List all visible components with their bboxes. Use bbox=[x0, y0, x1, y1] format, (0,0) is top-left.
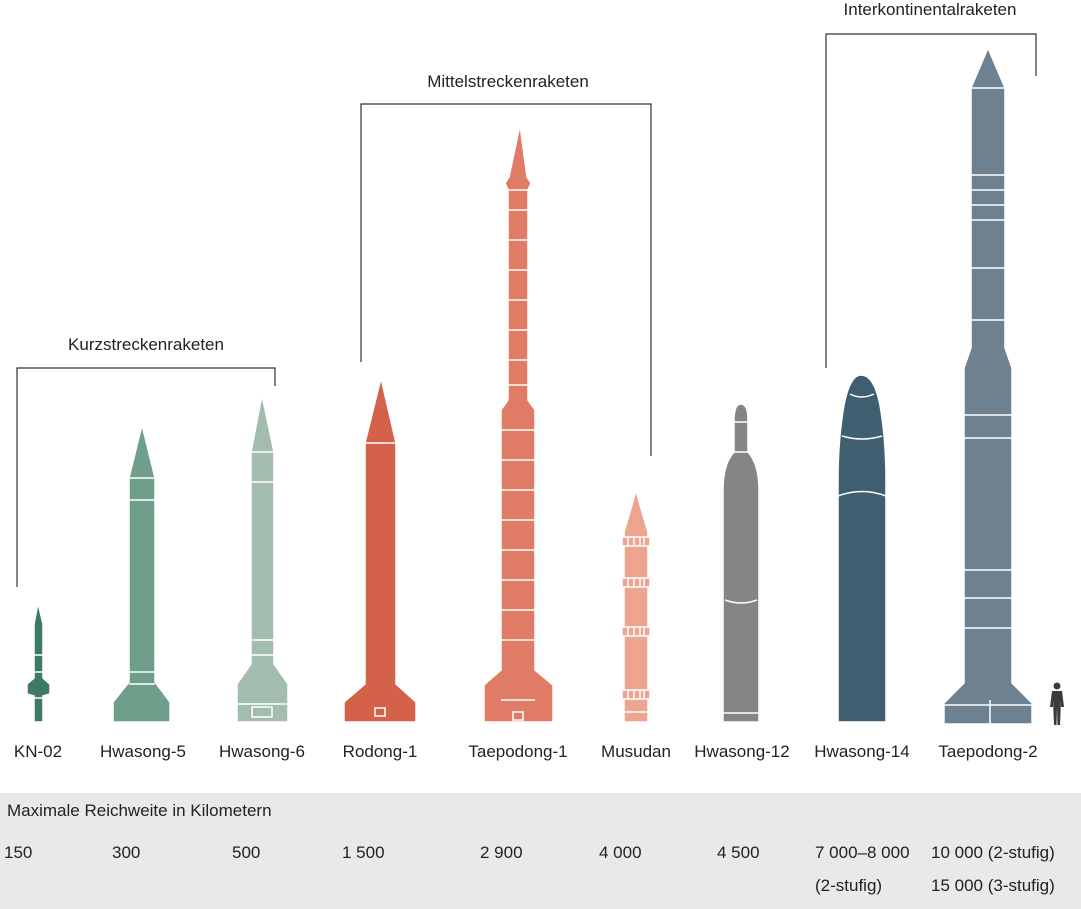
range-value-hwasong-6: 500 bbox=[232, 836, 260, 869]
range-value-text: 2 900 bbox=[480, 843, 523, 862]
range-value-text: 10 000 (2-stufig) bbox=[931, 843, 1055, 862]
bracket-medium-range bbox=[360, 103, 652, 456]
range-value-text: 300 bbox=[112, 843, 141, 862]
rocket-hwasong-5 bbox=[112, 424, 171, 723]
human-figure-icon bbox=[1050, 682, 1064, 725]
range-value-taepodong-1: 2 900 bbox=[480, 836, 523, 869]
range-value-text: 500 bbox=[232, 843, 261, 862]
range-value-note: 15 000 (3-stufig) bbox=[931, 876, 1055, 895]
bracket-short-range bbox=[16, 367, 276, 587]
bracket-intercontinental bbox=[825, 33, 1037, 368]
rocket-taepodong-2 bbox=[943, 46, 1033, 725]
rocket-name-musudan: Musudan bbox=[601, 742, 671, 761]
range-panel: Maximale Reichweite in Kilometern 150 30… bbox=[0, 793, 1081, 909]
range-value-note: (2-stufig) bbox=[815, 876, 883, 895]
rocket-name-rodong-1: Rodong-1 bbox=[342, 742, 418, 761]
rocket-name-taepodong-2: Taepodong-2 bbox=[938, 742, 1038, 761]
range-value-hwasong-5: 300 bbox=[112, 836, 140, 869]
range-value-text: 150 bbox=[4, 843, 33, 862]
rocket-name-kn-02: KN-02 bbox=[13, 742, 63, 761]
range-value-rodong-1: 1 500 bbox=[342, 836, 385, 869]
range-value-musudan: 4 000 bbox=[599, 836, 642, 869]
rocket-rodong-1 bbox=[343, 377, 417, 723]
range-value-kn-02: 150 bbox=[4, 836, 32, 869]
rocket-name-hwasong-14: Hwasong-14 bbox=[814, 742, 910, 761]
range-value-hwasong-14: 7 000–8 000 (2-stufig) bbox=[815, 836, 910, 902]
rocket-kn-02 bbox=[26, 602, 51, 723]
rocket-hwasong-6 bbox=[236, 394, 289, 723]
rocket-hwasong-14 bbox=[837, 374, 887, 723]
range-value-text: 7 000–8 000 bbox=[815, 843, 910, 862]
rocket-name-hwasong-12: Hwasong-12 bbox=[694, 742, 790, 761]
range-value-taepodong-2: 10 000 (2-stufig) 15 000 (3-stufig) bbox=[931, 836, 1055, 902]
rocket-taepodong-1 bbox=[483, 124, 554, 723]
range-value-hwasong-12: 4 500 bbox=[717, 836, 760, 869]
rocket-name-hwasong-5: Hwasong-5 bbox=[100, 742, 186, 761]
rocket-musudan bbox=[621, 487, 651, 723]
range-title: Maximale Reichweite in Kilometern bbox=[7, 801, 272, 820]
range-value-text: 4 000 bbox=[599, 843, 642, 862]
group-label-short-range: Kurzstreckenraketen bbox=[68, 335, 224, 354]
rocket-name-taepodong-1: Taepodong-1 bbox=[468, 742, 568, 761]
range-value-text: 4 500 bbox=[717, 843, 760, 862]
rocket-name-hwasong-6: Hwasong-6 bbox=[219, 742, 305, 761]
rocket-hwasong-12 bbox=[722, 403, 760, 723]
group-label-medium-range: Mittelstreckenraketen bbox=[427, 72, 589, 91]
range-value-text: 1 500 bbox=[342, 843, 385, 862]
group-label-intercontinental: Interkontinentalraketen bbox=[843, 0, 1017, 19]
